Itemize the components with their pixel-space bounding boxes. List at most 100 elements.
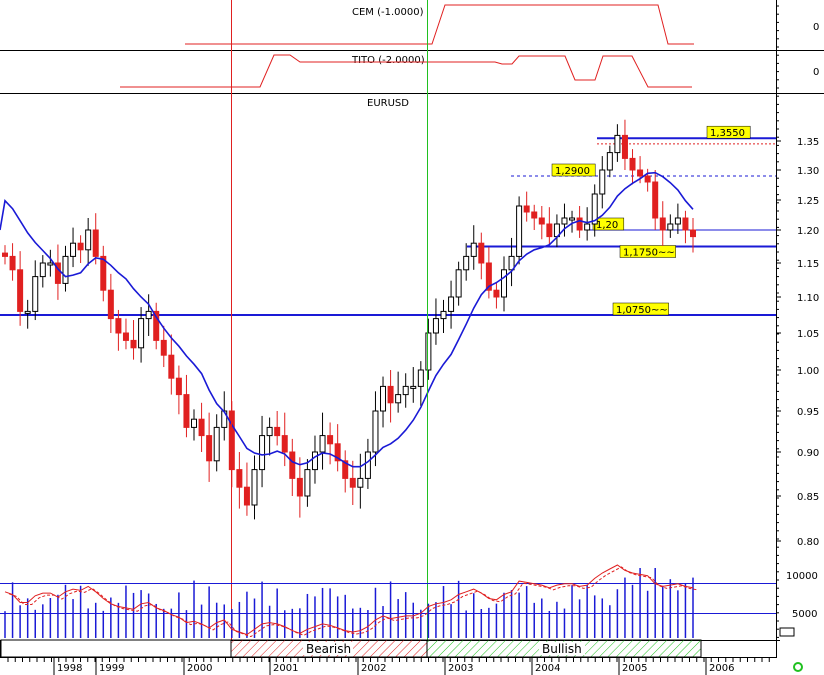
candle-body [213, 426, 220, 462]
candle-body [546, 223, 553, 238]
price-tick-label: 0.95 [797, 407, 819, 418]
tito-line [120, 54, 692, 88]
candle-body [463, 255, 470, 271]
candle-body [478, 242, 485, 264]
bullish-label-bg [539, 642, 585, 655]
level-tag [706, 125, 751, 139]
year-label: 2004 [535, 663, 560, 674]
candle-body [334, 443, 341, 462]
volume-bars [4, 568, 694, 638]
price-tick-label: 1.00 [797, 366, 819, 377]
candle-body [659, 217, 666, 231]
volume-tick-5000: 5000 [792, 609, 817, 620]
candle-body [311, 451, 318, 471]
candle-body [576, 217, 583, 231]
candle-body [349, 477, 356, 488]
candle-body [85, 229, 92, 251]
level-tag-label: 1,3550 [710, 128, 745, 139]
year-label: 2005 [622, 663, 647, 674]
status-indicator-icon [793, 662, 803, 672]
candle-body [470, 242, 477, 257]
volume-panel: 10000 5000 [0, 564, 818, 638]
panel-frames [0, 0, 824, 658]
level-tag-label: 1,20 [596, 220, 618, 231]
candle-body [289, 451, 296, 479]
year-label: 2001 [273, 663, 298, 674]
candle-body [614, 134, 621, 154]
price-tick-label: 1.05 [797, 329, 819, 340]
year-label: 2000 [187, 663, 212, 674]
candle-body [175, 377, 182, 396]
candle-body [107, 289, 114, 320]
scroll-box[interactable] [779, 627, 795, 637]
candle-body [281, 435, 288, 453]
year-label: 2003 [448, 663, 473, 674]
candle-body [70, 242, 77, 257]
candle-body [206, 435, 213, 462]
candle-body [644, 175, 651, 183]
candle-body [364, 451, 371, 479]
candle-body [485, 262, 492, 291]
candle-body [32, 276, 39, 312]
period-bar-pre [0, 639, 232, 658]
price-tick-label: 1.20 [797, 226, 819, 237]
support-resistance-levels: 1,3550 1,2900 1,20 1,1750~~ 1,0750~~ [0, 125, 776, 316]
year-label: 2006 [709, 663, 734, 674]
candle-body [145, 310, 152, 320]
level-tag-label: 1,2900 [555, 166, 590, 177]
year-label: 1999 [99, 663, 124, 674]
candle-body [402, 385, 409, 396]
candle-body [690, 229, 696, 238]
candle-body [266, 426, 273, 437]
candle-body [47, 262, 54, 266]
candle-body [274, 426, 281, 437]
price-tick-label: 1.35 [797, 137, 819, 148]
candle-body [54, 262, 61, 284]
candle-body [561, 217, 568, 225]
level-tag-label: 1,1750~~ [623, 248, 675, 259]
volume-tick-10000: 10000 [786, 571, 818, 582]
bearish-label: Bearish [306, 642, 351, 656]
candle-body [410, 385, 417, 389]
candle-body [122, 332, 129, 341]
oscillator-signal-line [8, 566, 698, 638]
candle-body [584, 223, 591, 231]
level-tag [612, 302, 669, 316]
candle-body [523, 205, 530, 213]
candle-body [92, 229, 99, 257]
cem-label: CEM (-1.0000) [352, 7, 424, 18]
candle-body [138, 318, 145, 349]
year-label: 1998 [57, 663, 82, 674]
candle-body [304, 469, 311, 497]
candle-body [198, 418, 205, 437]
candle-body [621, 134, 628, 159]
candle-body [493, 289, 500, 298]
bearish-label-bg [303, 642, 353, 655]
candle-body [191, 418, 198, 428]
candle-body [682, 217, 689, 231]
candle-body [387, 385, 394, 404]
candle-body [160, 339, 167, 356]
year-label: 2002 [361, 663, 386, 674]
candle-body [516, 205, 523, 257]
candle-body [327, 435, 334, 445]
cem-line [185, 4, 694, 45]
candle-body [432, 318, 439, 334]
candle-body [153, 310, 160, 341]
candle-body [455, 269, 462, 298]
level-tag [619, 245, 676, 258]
candle-body [500, 269, 507, 298]
price-tick-label: 1.15 [797, 259, 819, 270]
candle-body [569, 217, 576, 221]
level-tag [551, 163, 596, 177]
candle-body [39, 262, 46, 278]
cem-panel: CEM (-1.0000) 0 [185, 4, 819, 45]
candle-body [2, 252, 8, 257]
candle-body [591, 193, 598, 225]
candle-body [100, 255, 107, 291]
candle-body [62, 255, 69, 284]
price-tick-label: 1.30 [797, 166, 819, 177]
candle-body [637, 169, 644, 177]
tito-label: TITO (-2.0000) [351, 55, 425, 66]
